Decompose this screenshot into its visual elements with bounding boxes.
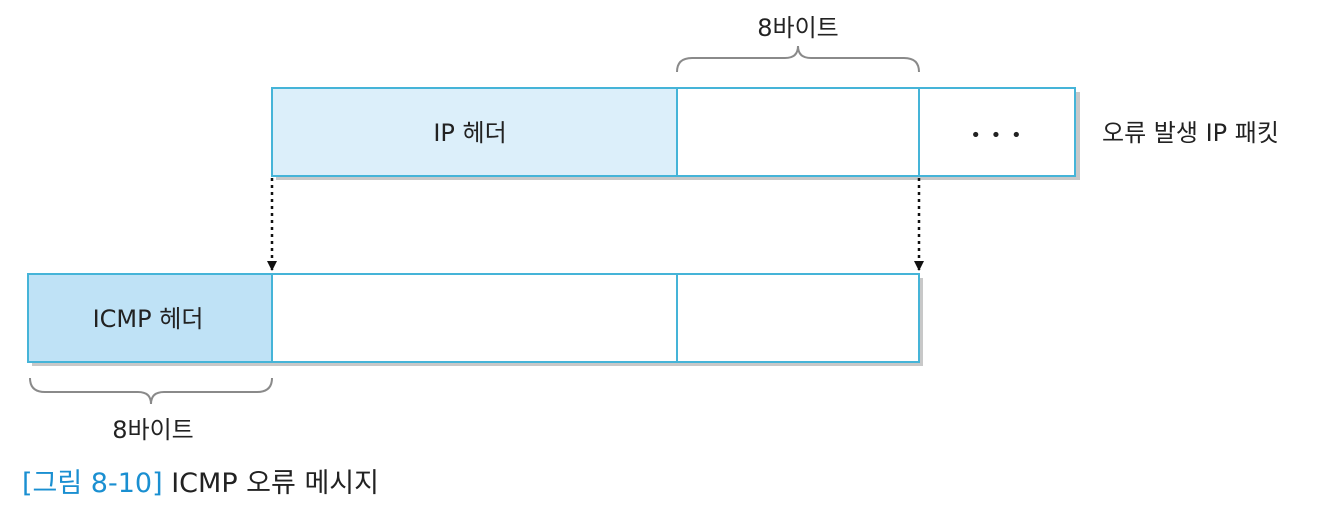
icmp-ip-header-copy-cell (271, 273, 678, 363)
ip-data-cell (676, 87, 920, 177)
figure-caption: [그림 8-10] ICMP 오류 메시지 (22, 470, 379, 497)
ip-header-cell (271, 87, 678, 177)
bottom-brace-label: 8바이트 (112, 416, 194, 444)
figure-title: ICMP 오류 메시지 (171, 468, 379, 499)
top-brace-label: 8바이트 (757, 14, 839, 42)
icmp-header-cell (27, 273, 273, 363)
top-brace (676, 45, 920, 73)
figure-number: [그림 8-10] (22, 468, 163, 499)
ip-rest-cell (918, 87, 1076, 177)
error-packet-label: 오류 발생 IP 패킷 (1102, 119, 1279, 147)
ellipsis-label: • • • (970, 125, 1023, 146)
icmp-header-label: ICMP 헤더 (93, 305, 204, 333)
bottom-brace (29, 377, 273, 405)
ip-header-label: IP 헤더 (433, 119, 506, 147)
icmp-data-copy-cell (676, 273, 920, 363)
